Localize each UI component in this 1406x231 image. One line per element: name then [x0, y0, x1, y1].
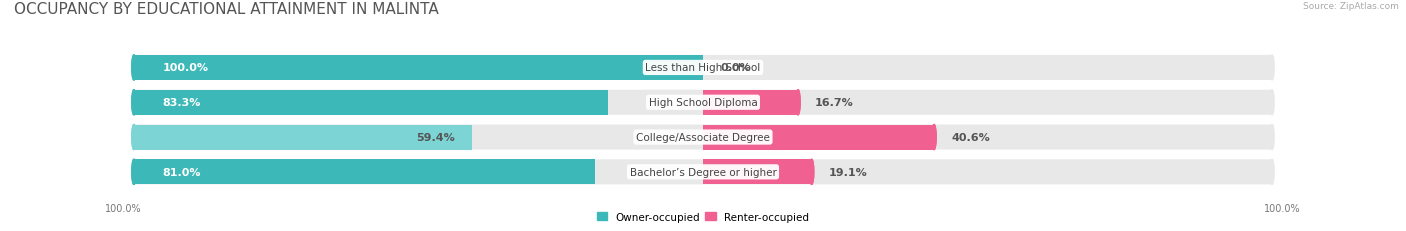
Circle shape — [132, 125, 136, 150]
Bar — [703, 160, 811, 185]
FancyBboxPatch shape — [134, 125, 1272, 150]
Circle shape — [1270, 125, 1274, 150]
Circle shape — [132, 160, 136, 185]
Circle shape — [132, 125, 136, 150]
Text: 83.3%: 83.3% — [162, 98, 201, 108]
Circle shape — [932, 125, 936, 150]
Bar — [134, 56, 703, 81]
Circle shape — [810, 160, 814, 185]
Circle shape — [132, 160, 136, 185]
Text: 81.0%: 81.0% — [162, 167, 201, 177]
Text: Less than High School: Less than High School — [645, 63, 761, 73]
FancyBboxPatch shape — [134, 160, 1272, 185]
Text: 100.0%: 100.0% — [162, 63, 208, 73]
Circle shape — [132, 90, 136, 115]
Text: 16.7%: 16.7% — [815, 98, 853, 108]
Bar — [134, 90, 607, 115]
Circle shape — [132, 56, 136, 81]
Text: OCCUPANCY BY EDUCATIONAL ATTAINMENT IN MALINTA: OCCUPANCY BY EDUCATIONAL ATTAINMENT IN M… — [14, 2, 439, 17]
Circle shape — [810, 160, 814, 185]
Text: College/Associate Degree: College/Associate Degree — [636, 132, 770, 143]
Legend: Owner-occupied, Renter-occupied: Owner-occupied, Renter-occupied — [593, 208, 813, 226]
Bar — [703, 90, 799, 115]
Text: 40.6%: 40.6% — [950, 132, 990, 143]
Circle shape — [132, 56, 136, 81]
Circle shape — [1270, 90, 1274, 115]
Circle shape — [132, 125, 136, 150]
Text: High School Diploma: High School Diploma — [648, 98, 758, 108]
Circle shape — [796, 90, 800, 115]
Text: 19.1%: 19.1% — [828, 167, 868, 177]
Text: 100.0%: 100.0% — [105, 203, 142, 213]
Text: 100.0%: 100.0% — [1264, 203, 1301, 213]
FancyBboxPatch shape — [134, 90, 1272, 115]
Circle shape — [132, 90, 136, 115]
Text: 59.4%: 59.4% — [416, 132, 456, 143]
Circle shape — [132, 56, 136, 81]
Bar — [134, 160, 595, 185]
Circle shape — [1270, 160, 1274, 185]
Bar — [134, 125, 472, 150]
Bar — [703, 125, 934, 150]
FancyBboxPatch shape — [134, 56, 1272, 81]
Circle shape — [132, 90, 136, 115]
Text: Source: ZipAtlas.com: Source: ZipAtlas.com — [1303, 2, 1399, 11]
Text: Bachelor’s Degree or higher: Bachelor’s Degree or higher — [630, 167, 776, 177]
Text: 0.0%: 0.0% — [720, 63, 751, 73]
Circle shape — [796, 90, 800, 115]
Circle shape — [132, 160, 136, 185]
Circle shape — [1270, 56, 1274, 81]
Circle shape — [932, 125, 936, 150]
